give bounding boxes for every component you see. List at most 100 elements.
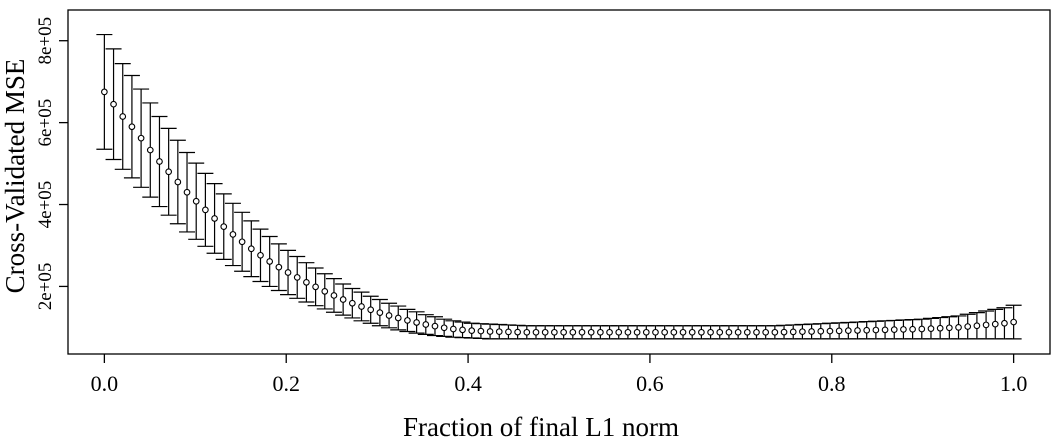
data-point — [284, 269, 292, 276]
data-point — [661, 328, 669, 336]
data-point — [505, 328, 512, 336]
y-tick-label: 2e+05 — [35, 263, 56, 311]
data-point — [688, 328, 696, 336]
data-point — [440, 324, 448, 332]
x-tick-label: 1.0 — [1000, 371, 1028, 396]
data-point — [945, 324, 953, 332]
data-point — [569, 328, 577, 336]
data-point — [101, 88, 108, 96]
data-point — [523, 328, 531, 336]
data-point — [220, 223, 228, 230]
data-point — [551, 328, 558, 336]
data-point — [698, 328, 705, 336]
data-point — [936, 324, 944, 332]
data-point — [146, 146, 154, 154]
data-point — [229, 231, 237, 238]
data-point — [762, 328, 770, 336]
data-point — [211, 215, 218, 222]
data-point — [330, 292, 338, 299]
data-point — [174, 178, 182, 186]
data-point — [826, 327, 834, 335]
data-point — [799, 328, 806, 336]
data-point — [624, 328, 632, 336]
data-point — [560, 328, 567, 336]
plot-frame — [67, 9, 1051, 355]
data-point — [431, 322, 439, 330]
data-point — [927, 325, 935, 332]
data-point — [358, 303, 365, 310]
data-point — [707, 328, 714, 336]
data-points — [101, 88, 1017, 336]
y-tick-label: 6e+05 — [35, 99, 56, 147]
data-point — [202, 206, 209, 214]
data-point — [973, 322, 981, 330]
data-point — [753, 328, 760, 336]
data-point — [422, 321, 430, 328]
data-point — [578, 328, 586, 336]
x-tick-label: 0.0 — [91, 371, 119, 396]
data-point — [339, 296, 347, 303]
data-point — [468, 327, 476, 335]
data-point — [394, 314, 402, 322]
data-point — [597, 328, 604, 336]
data-point — [257, 251, 264, 259]
x-axis: 0.0 0.2 0.4 0.6 0.8 1.0 — [91, 354, 1028, 396]
data-point — [652, 328, 659, 336]
data-point — [863, 326, 871, 334]
data-point — [771, 328, 779, 336]
data-point — [789, 328, 797, 336]
data-point — [835, 327, 843, 335]
data-point — [881, 326, 889, 334]
data-point — [1010, 318, 1017, 326]
x-axis-title: Fraction of final L1 norm — [403, 412, 679, 442]
data-point — [532, 328, 540, 336]
data-point — [900, 326, 907, 333]
data-point — [303, 278, 310, 286]
data-point — [872, 326, 880, 334]
data-point — [247, 245, 255, 253]
data-point — [743, 328, 751, 336]
data-point — [808, 328, 815, 335]
data-point — [642, 328, 650, 336]
data-point — [321, 287, 329, 295]
data-point — [541, 328, 549, 336]
data-point — [615, 328, 623, 336]
data-point — [955, 324, 962, 331]
data-point — [725, 328, 733, 336]
data-point — [780, 328, 788, 336]
data-point — [495, 328, 503, 336]
data-point — [367, 306, 375, 314]
data-point — [128, 123, 136, 131]
data-point — [449, 325, 457, 333]
data-point — [964, 323, 972, 330]
y-axis-title: Cross-Validated MSE — [0, 59, 30, 294]
x-tick-label: 0.2 — [272, 371, 300, 396]
data-point — [716, 328, 724, 336]
data-point — [854, 327, 861, 334]
data-point — [312, 283, 319, 291]
data-point — [633, 328, 641, 336]
data-point — [376, 309, 384, 316]
data-point — [404, 317, 411, 324]
data-point — [844, 327, 852, 335]
data-point — [192, 197, 200, 205]
data-point — [459, 326, 466, 334]
x-tick-label: 0.8 — [818, 371, 846, 396]
data-point — [413, 319, 420, 326]
data-point — [385, 312, 393, 319]
y-tick-label: 4e+05 — [35, 181, 56, 229]
data-point — [1001, 319, 1008, 327]
y-tick-label: 8e+05 — [35, 17, 56, 65]
data-point — [890, 326, 898, 333]
data-point — [514, 328, 521, 336]
data-point — [679, 328, 687, 336]
data-point — [734, 328, 742, 336]
x-tick-label: 0.6 — [636, 371, 664, 396]
data-point — [991, 320, 999, 328]
data-point — [156, 158, 163, 165]
data-point — [587, 328, 595, 336]
data-point — [817, 327, 825, 335]
data-point — [918, 325, 926, 333]
data-point — [477, 327, 485, 335]
